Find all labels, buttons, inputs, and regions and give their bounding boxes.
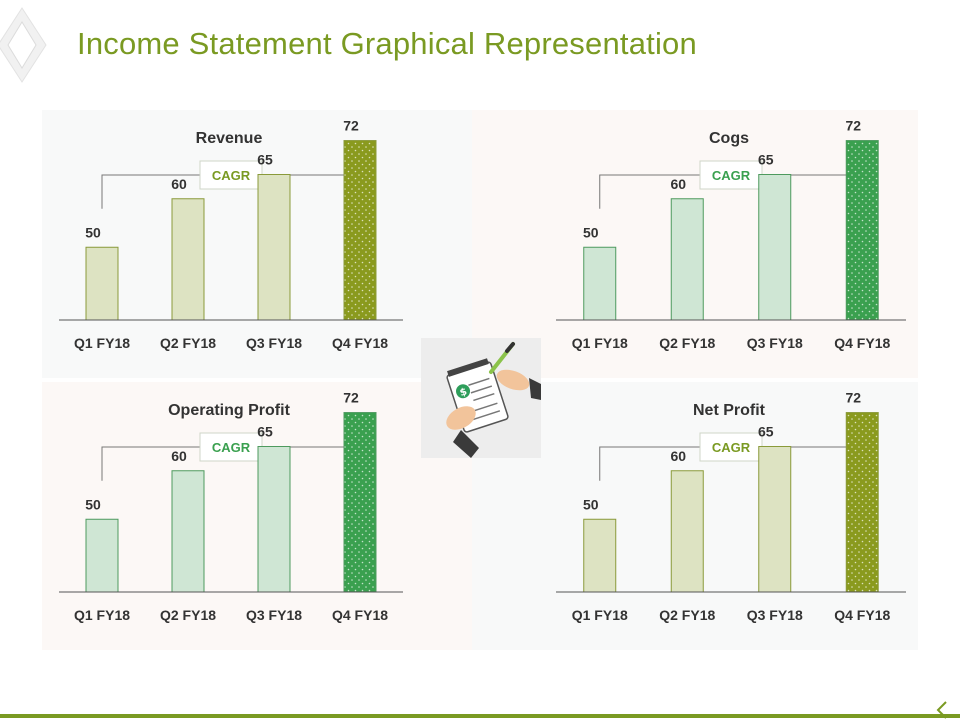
operating-profit-chart: Operating Profit CAGR 50 Q1 FY18 60 Q2 FY18 65…	[59, 390, 403, 623]
svg-text:$: $	[458, 386, 468, 399]
cagr-label-box	[699, 160, 763, 190]
x-tick-label: Q2 FY18	[659, 335, 715, 351]
x-tick-label: Q1 FY18	[572, 607, 628, 623]
value-label: 72	[845, 390, 861, 406]
x-tick-label: Q3 FY18	[747, 335, 803, 351]
bar-q4-fy18	[845, 140, 879, 321]
cagr-label: CAGR	[712, 168, 751, 183]
bar-q1-fy18	[85, 518, 119, 593]
x-tick-label: Q4 FY18	[834, 335, 890, 351]
x-tick-label: Q3 FY18	[246, 335, 302, 351]
x-tick-label: Q4 FY18	[834, 607, 890, 623]
value-label: 60	[670, 448, 686, 464]
hand-writing-checklist-icon: $	[421, 338, 541, 458]
value-label: 50	[583, 496, 599, 512]
bar-q2-fy18	[171, 470, 205, 593]
value-label: 60	[670, 176, 686, 192]
x-tick-label: Q3 FY18	[246, 607, 302, 623]
value-label: 72	[343, 390, 359, 406]
value-label: 50	[583, 224, 599, 240]
x-tick-label: Q4 FY18	[332, 335, 388, 351]
x-tick-label: Q1 FY18	[74, 335, 130, 351]
value-label: 50	[85, 496, 101, 512]
net-profit-chart-title: Net Profit	[693, 402, 766, 419]
value-label: 65	[257, 152, 273, 168]
bar-q1-fy18	[583, 518, 617, 593]
bar-q1-fy18	[583, 246, 617, 321]
x-tick-label: Q4 FY18	[332, 607, 388, 623]
value-label: 65	[758, 152, 774, 168]
value-label: 50	[85, 224, 101, 240]
cagr-label: CAGR	[212, 440, 251, 455]
value-label: 65	[758, 424, 774, 440]
x-tick-label: Q2 FY18	[160, 335, 216, 351]
x-tick-label: Q3 FY18	[747, 607, 803, 623]
bar-q1-fy18	[85, 246, 119, 321]
net-profit-chart: Net Profit CAGR 50 Q1 FY18 60 Q2 FY18 65 Q3 FY1…	[556, 390, 906, 623]
value-label: 72	[845, 118, 861, 134]
bar-q2-fy18	[670, 470, 704, 593]
bar-q2-fy18	[171, 198, 205, 321]
revenue-chart: Revenue CAGR 50 Q1 FY18 60 Q2 FY18 65 Q3 FY18 72…	[59, 118, 403, 351]
cogs-chart: Cogs CAGR 50 Q1 FY18 60 Q2 FY18 65 Q3 FY18 72 Q4 …	[556, 118, 906, 351]
value-label: 65	[257, 424, 273, 440]
cagr-label-box	[199, 432, 263, 462]
bar-q3-fy18	[257, 446, 291, 593]
x-tick-label: Q2 FY18	[659, 607, 715, 623]
decorative-diamond-icon	[0, 7, 47, 83]
bar-q3-fy18	[257, 174, 291, 321]
bar-q4-fy18	[343, 412, 377, 593]
cogs-chart-panel: Cogs CAGR 50 Q1 FY18 60 Q2 FY18 65 Q3 FY18 72 Q4 …	[472, 110, 918, 378]
operating-profit-chart-panel: Operating Profit CAGR 50 Q1 FY18 60 Q2 FY18 65…	[42, 382, 472, 650]
bar-q2-fy18	[670, 198, 704, 321]
cagr-label: CAGR	[712, 440, 751, 455]
chevron-corner-icon	[936, 701, 947, 719]
cagr-label: CAGR	[212, 168, 251, 183]
bar-q4-fy18	[845, 412, 879, 593]
x-tick-label: Q1 FY18	[74, 607, 130, 623]
cagr-label-box	[699, 432, 763, 462]
bar-q4-fy18	[343, 140, 377, 321]
revenue-chart-panel: Revenue CAGR 50 Q1 FY18 60 Q2 FY18 65 Q3 FY18 72…	[42, 110, 472, 378]
x-tick-label: Q1 FY18	[572, 335, 628, 351]
cogs-chart-title: Cogs	[709, 130, 749, 147]
net-profit-chart-panel: Net Profit CAGR 50 Q1 FY18 60 Q2 FY18 65 Q3 FY1…	[472, 382, 918, 650]
value-label: 72	[343, 118, 359, 134]
page-title: Income Statement Graphical Representatio…	[77, 26, 697, 61]
operating-profit-chart-title: Operating Profit	[168, 402, 290, 419]
bar-q3-fy18	[758, 446, 792, 593]
revenue-chart-title: Revenue	[196, 130, 263, 147]
x-tick-label: Q2 FY18	[160, 607, 216, 623]
value-label: 60	[171, 448, 187, 464]
value-label: 60	[171, 176, 187, 192]
bar-q3-fy18	[758, 174, 792, 321]
bottom-divider	[0, 714, 960, 718]
